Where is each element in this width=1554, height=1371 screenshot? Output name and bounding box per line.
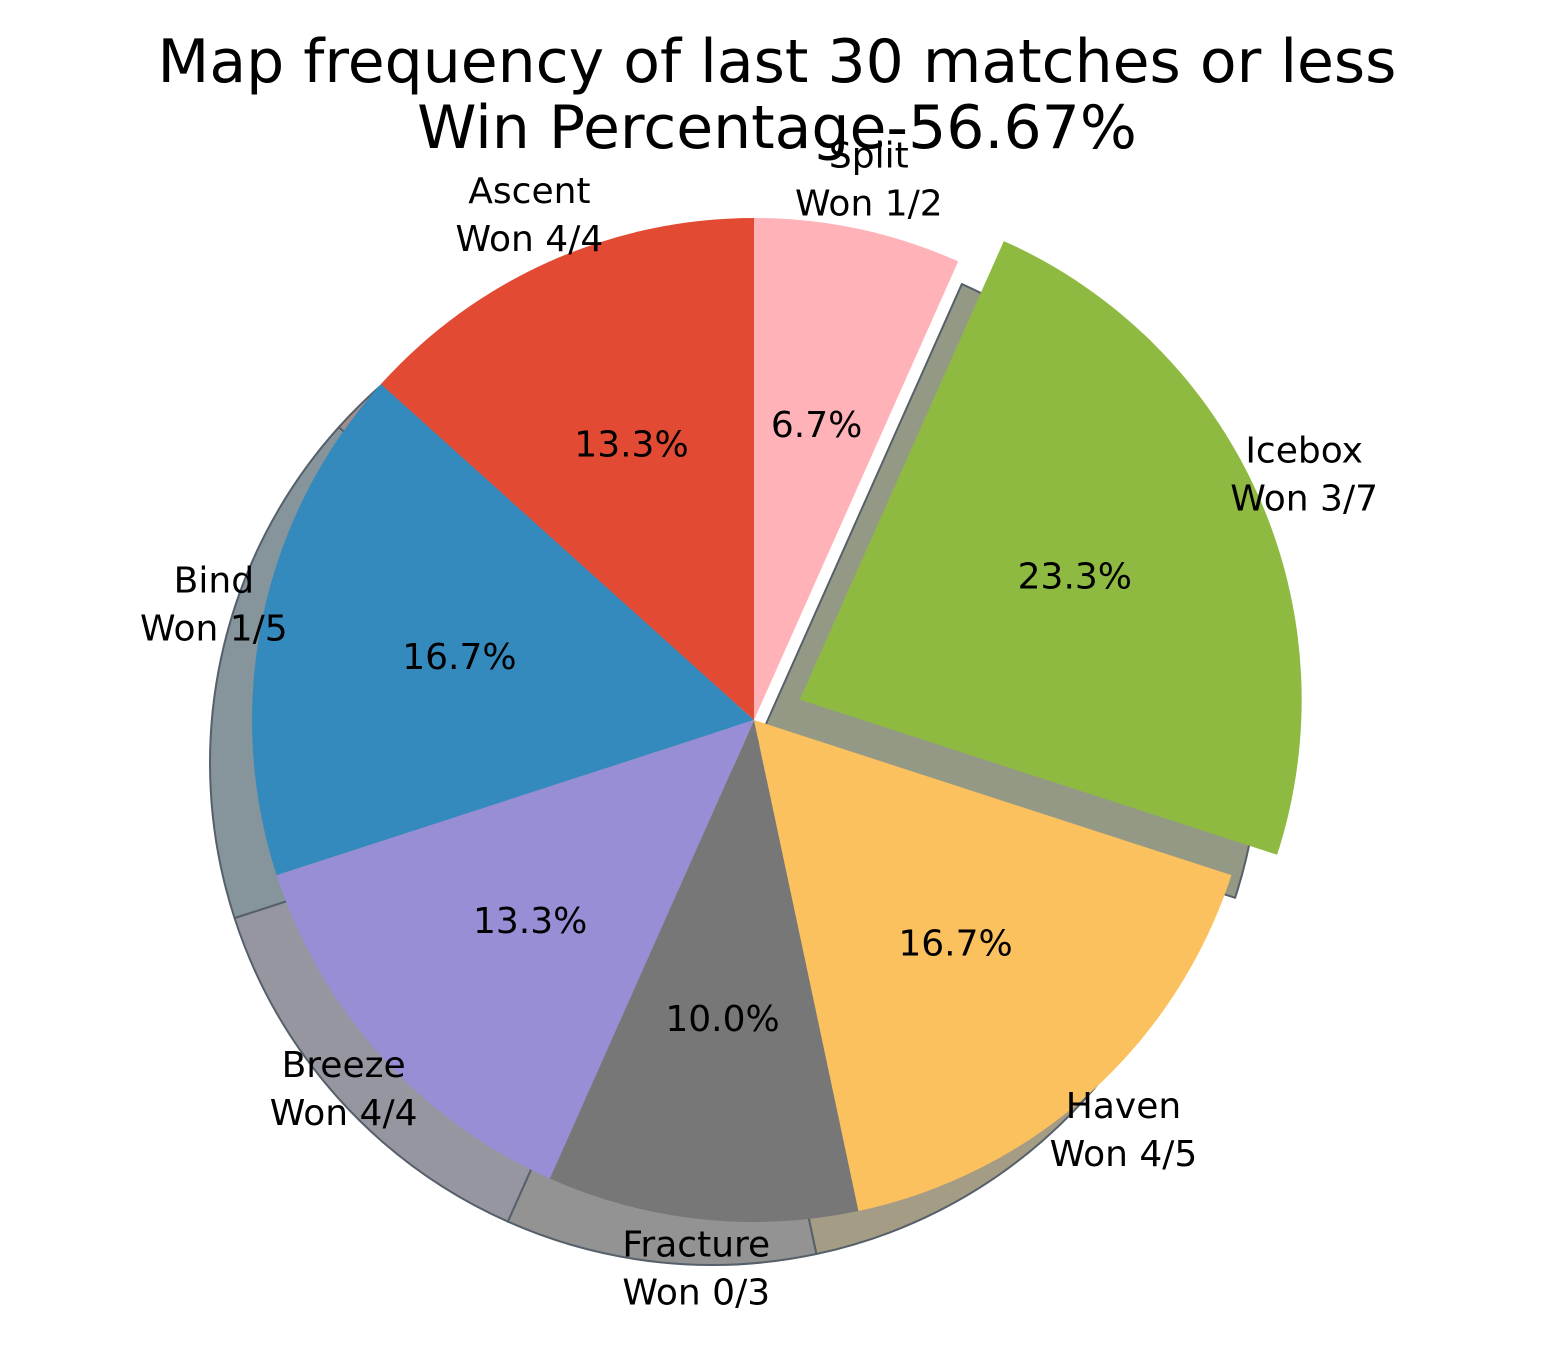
slice-label-icebox: Icebox xyxy=(1245,431,1363,472)
slice-sublabel-haven: Won 4/5 xyxy=(1050,1134,1198,1175)
chart-title-line-1: Map frequency of last 30 matches or less xyxy=(157,27,1397,97)
slice-bind xyxy=(251,384,754,876)
pct-label-breeze: 13.3% xyxy=(473,901,587,942)
pct-label-ascent: 13.3% xyxy=(574,424,688,465)
pct-label-fracture: 10.0% xyxy=(665,999,779,1040)
slice-haven xyxy=(754,720,1232,1212)
slice-icebox xyxy=(799,241,1302,855)
pct-label-bind: 16.7% xyxy=(402,637,516,678)
slice-sublabel-icebox: Won 3/7 xyxy=(1230,479,1378,520)
slice-label-split: Split xyxy=(829,135,909,176)
slice-label-fracture: Fracture xyxy=(622,1225,770,1266)
slice-label-haven: Haven xyxy=(1066,1086,1181,1127)
pct-label-haven: 16.7% xyxy=(898,923,1012,964)
pct-label-split: 6.7% xyxy=(771,405,862,446)
slice-sublabel-breeze: Won 4/4 xyxy=(270,1093,418,1134)
slice-sublabel-bind: Won 1/5 xyxy=(140,609,288,650)
slice-sublabel-split: Won 1/2 xyxy=(795,183,943,224)
slice-sublabel-ascent: Won 4/4 xyxy=(456,219,604,260)
slice-label-bind: Bind xyxy=(174,561,254,602)
slice-breeze xyxy=(276,720,754,1179)
slice-fracture xyxy=(549,720,859,1223)
pct-label-icebox: 23.3% xyxy=(1018,557,1132,598)
slice-ascent xyxy=(380,218,754,720)
chart-title-line-2: Win Percentage-56.67% xyxy=(417,93,1137,163)
slice-split xyxy=(754,218,959,720)
slice-sublabel-fracture: Won 0/3 xyxy=(622,1273,770,1314)
slice-label-breeze: Breeze xyxy=(282,1045,406,1086)
slice-label-ascent: Ascent xyxy=(468,171,590,212)
